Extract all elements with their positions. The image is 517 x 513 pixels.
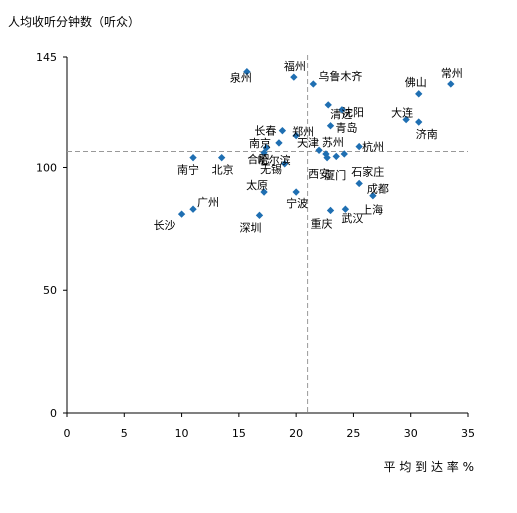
data-point-marker [309, 80, 318, 88]
data-point-label: 重庆 [311, 216, 333, 230]
data-point-marker [189, 205, 197, 213]
data-point-marker [355, 179, 363, 188]
data-point-marker [447, 80, 455, 88]
x-tick-label: 35 [461, 427, 475, 440]
data-point-label: 乌鲁木齐 [318, 69, 362, 83]
data-point-label: 深圳 [239, 221, 261, 234]
y-tick-label: 50 [43, 284, 57, 297]
data-point-label: 天津 [297, 136, 319, 149]
data-point-label: 哈尔滨 [258, 153, 291, 167]
data-point-marker [324, 101, 332, 109]
data-point-label: 郑州 [292, 125, 314, 139]
data-point-marker [415, 118, 423, 126]
data-point-marker [255, 211, 264, 220]
data-point-label: 长春 [254, 125, 276, 138]
data-point-label: 苏州 [322, 136, 344, 149]
x-tick-label: 5 [121, 427, 128, 440]
data-point-label: 福州 [284, 59, 306, 73]
x-tick-label: 25 [346, 427, 360, 440]
data-point-label: 宁波 [286, 196, 308, 210]
x-tick-label: 30 [404, 427, 418, 440]
data-point-label: 北京 [212, 163, 234, 177]
data-point-marker [260, 188, 268, 196]
data-points [177, 68, 455, 220]
x-tick-label: 10 [175, 427, 189, 440]
x-tick-label: 0 [64, 427, 71, 440]
data-point-label: 石家庄 [351, 164, 384, 178]
data-point-label: 西安 [308, 167, 330, 181]
data-point-label: 南宁 [177, 163, 199, 177]
data-point-label: 大连 [391, 106, 413, 120]
data-point-marker [326, 206, 335, 215]
data-point-marker [402, 115, 410, 124]
data-point-label: 无锡 [260, 162, 282, 176]
data-point-label: 清远 [330, 108, 352, 121]
data-point-label: 沈阳 [342, 105, 364, 119]
x-tick-label: 15 [232, 427, 246, 440]
data-point-label: 杭州 [362, 140, 384, 154]
data-point-label: 广州 [197, 196, 219, 209]
x-axis-title: 平 均 到 达 率 % [384, 459, 474, 474]
data-point-marker [278, 126, 287, 135]
data-point-label: 常州 [441, 67, 463, 80]
data-point-marker [415, 90, 423, 98]
data-point-marker [338, 106, 346, 114]
data-point-label: 南京 [249, 136, 271, 150]
data-point-label: 长沙 [154, 219, 176, 232]
data-point-label: 济南 [416, 127, 438, 141]
data-point-marker [332, 152, 340, 161]
axes: 0 5 10 15 20 25 30 35 0 50 100 145 [36, 51, 475, 440]
reference-lines [67, 55, 468, 413]
data-point-marker [290, 73, 298, 81]
data-point-label: 上海 [361, 202, 383, 216]
data-point-label: 成都 [367, 183, 389, 196]
data-point-label: 泉州 [230, 71, 252, 85]
data-point-label: 厦门 [324, 168, 346, 182]
data-point-marker [217, 153, 226, 162]
data-point-label: 太原 [246, 179, 268, 192]
y-tick-label: 145 [36, 51, 57, 64]
y-tick-label: 0 [50, 407, 57, 420]
data-point-marker [275, 139, 283, 147]
data-point-marker [177, 210, 186, 218]
x-tick-label: 20 [289, 427, 303, 440]
data-point-label: 青岛 [336, 121, 358, 135]
data-point-marker [292, 188, 300, 196]
data-point-label: 武汉 [341, 212, 363, 225]
data-point-marker [355, 142, 363, 151]
data-point-marker [243, 68, 251, 76]
y-tick-label: 100 [36, 161, 57, 174]
data-point-label: 佛山 [405, 76, 427, 89]
data-point-marker [326, 122, 335, 130]
y-axis-title: 人均收听分钟数（听众） [8, 14, 140, 29]
data-point-label: 合肥 [247, 152, 269, 166]
point-labels: 泉州 福州乌鲁木齐佛山 常州清远沈阳 大连济南 长春 郑州 青岛南京 天津 苏州 杭州合肥哈尔滨南… [154, 59, 463, 234]
data-point-marker [189, 153, 197, 162]
data-point-marker [260, 149, 268, 157]
data-point-marker [292, 131, 300, 140]
